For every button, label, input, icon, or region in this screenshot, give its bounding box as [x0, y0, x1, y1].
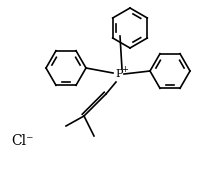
- Text: P: P: [115, 69, 123, 79]
- Text: Cl⁻: Cl⁻: [11, 134, 33, 148]
- Text: +: +: [122, 64, 128, 74]
